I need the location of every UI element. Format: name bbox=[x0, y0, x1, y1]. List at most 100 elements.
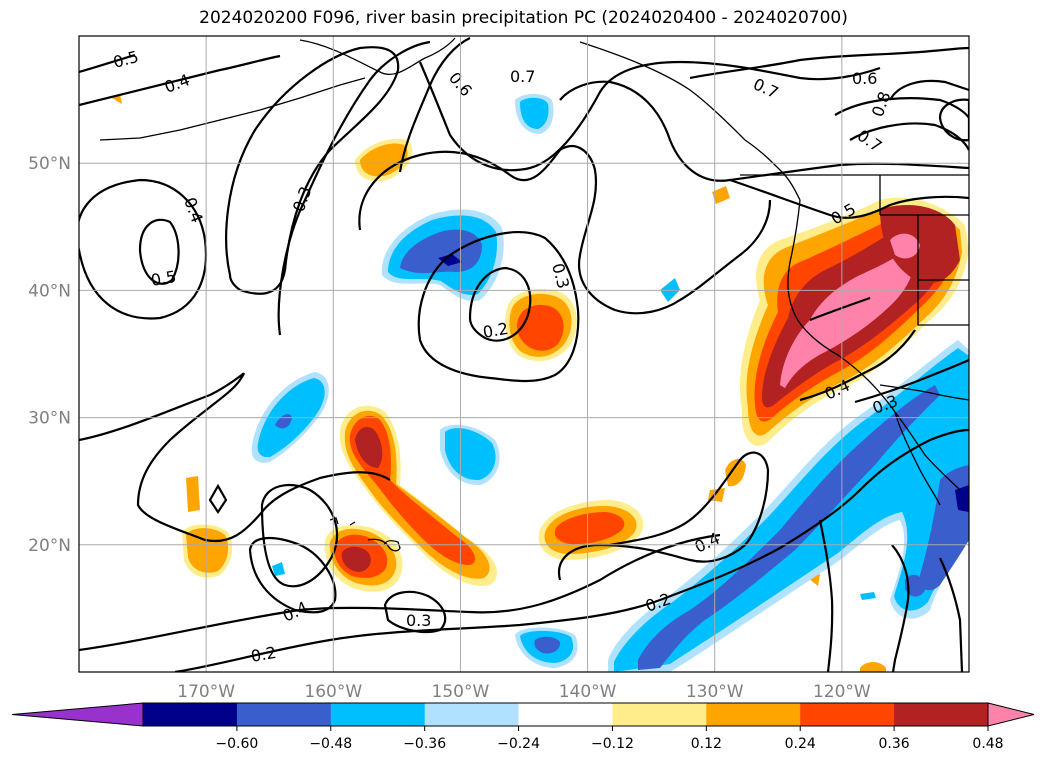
shade-c1-060 bbox=[355, 427, 383, 468]
lon-tick-label: 170°W bbox=[177, 682, 235, 702]
contour-line bbox=[818, 519, 834, 672]
shade-n1-048 bbox=[438, 254, 462, 266]
colorbar-swatch bbox=[894, 703, 989, 726]
contour-line bbox=[79, 372, 391, 543]
contour-line bbox=[260, 483, 339, 588]
lon-tick-label: 130°W bbox=[686, 682, 744, 702]
shade-se-small bbox=[860, 592, 876, 600]
contour-line bbox=[383, 590, 447, 634]
colorbar-swatch bbox=[612, 703, 707, 726]
shade-n1-036 bbox=[400, 229, 482, 274]
shade-c8 bbox=[725, 458, 746, 487]
contour-line bbox=[799, 329, 916, 402]
contour-line bbox=[79, 53, 136, 74]
lat-tick-label: 40°N bbox=[28, 281, 71, 301]
colorbar-extend-min bbox=[11, 702, 144, 727]
contour-line bbox=[417, 231, 580, 383]
shade-n3-024 bbox=[445, 428, 496, 481]
contour-label: 0.2 bbox=[481, 319, 509, 342]
shade-c7 bbox=[186, 476, 200, 512]
lon-tick-label: 160°W bbox=[304, 682, 362, 702]
alaska-coastline bbox=[299, 37, 456, 75]
colorbar-swatch bbox=[518, 703, 613, 726]
colorbar: −0.60 −0.48 −0.36 −0.24 −0.12 0.12 0.24 0.36 0.4… bbox=[11, 702, 1035, 752]
us-west-coast bbox=[787, 199, 961, 491]
contour-line bbox=[854, 358, 969, 404]
colorbar-swatch bbox=[424, 703, 520, 726]
colorbar-tick-label: 0.24 bbox=[785, 736, 816, 752]
colorbar-swatch bbox=[330, 703, 426, 726]
contour-line bbox=[248, 536, 337, 614]
colorbar-outline bbox=[142, 702, 989, 727]
precip-shading bbox=[112, 94, 969, 672]
colorbar-swatch bbox=[706, 703, 801, 726]
colorbar-tick-label: −0.12 bbox=[591, 736, 634, 752]
contour-line bbox=[689, 46, 969, 80]
shade-se-048 bbox=[955, 485, 969, 512]
contour-line bbox=[468, 266, 532, 342]
contour-line bbox=[418, 60, 881, 172]
shade-se-036c bbox=[905, 574, 925, 597]
lat-tick-label: 50°N bbox=[28, 154, 71, 174]
shade-c6-036 bbox=[186, 528, 229, 573]
contour-line bbox=[225, 46, 400, 295]
border-us-mexico bbox=[879, 384, 969, 401]
lon-tick-label: 120°W bbox=[813, 682, 871, 702]
contour-line bbox=[277, 40, 431, 336]
colorbar-tick-label: −0.24 bbox=[497, 736, 540, 752]
contour-label: 0.5 bbox=[149, 267, 177, 290]
shade-wc-ne-pink bbox=[890, 233, 920, 259]
contour-line bbox=[79, 533, 721, 652]
shade-c3-048 bbox=[554, 512, 625, 545]
contour-line bbox=[889, 79, 969, 101]
lat-tick-label: 20°N bbox=[28, 536, 71, 556]
contour-line bbox=[559, 80, 969, 182]
shade-c10 bbox=[712, 186, 730, 204]
contour-label: 0.3 bbox=[406, 611, 431, 630]
colorbar-tick-label: 0.36 bbox=[879, 736, 910, 752]
colorbar-tick-label: −0.36 bbox=[403, 736, 446, 752]
shade-wc-high bbox=[780, 250, 915, 388]
colorbar-extend-max bbox=[987, 702, 1035, 727]
lat-tick-labels: 20°N 30°N 40°N 50°N bbox=[28, 154, 71, 556]
contour-line bbox=[208, 483, 228, 514]
colorbar-swatch bbox=[800, 703, 895, 726]
colorbar-tick-label: −0.48 bbox=[309, 736, 352, 752]
lon-tick-label: 150°W bbox=[432, 682, 490, 702]
contour-lines bbox=[79, 37, 969, 672]
colorbar-swatch bbox=[236, 703, 332, 726]
map-title: 2024020200 F096, river basin precipitati… bbox=[199, 8, 848, 28]
contour-label: 0.7 bbox=[510, 67, 535, 86]
contour-line bbox=[834, 97, 969, 119]
contour-line bbox=[729, 178, 969, 219]
lon-tick-labels: 170°W 160°W 150°W 140°W 130°W 120°W bbox=[177, 682, 871, 702]
shade-n7 bbox=[272, 562, 285, 576]
shade-n4-024 bbox=[520, 97, 549, 129]
contour-line bbox=[939, 557, 964, 672]
colorbar-tick-label: 0.48 bbox=[972, 736, 1003, 752]
contour-line bbox=[891, 544, 910, 672]
colorbar-tick-label: 0.12 bbox=[691, 736, 722, 752]
shade-c5-036 bbox=[360, 143, 408, 177]
baja-california bbox=[894, 411, 941, 506]
shade-se-036 bbox=[638, 385, 940, 670]
contour-line bbox=[849, 122, 969, 151]
shade-n5-036 bbox=[534, 636, 561, 654]
contour-line bbox=[138, 218, 180, 285]
contour-label: 0.2 bbox=[249, 643, 277, 666]
contour-line bbox=[358, 145, 772, 315]
lat-tick-label: 30°N bbox=[28, 409, 71, 429]
shade-c11 bbox=[860, 662, 886, 672]
shade-wc-ne bbox=[880, 205, 960, 284]
shade-c13 bbox=[112, 94, 122, 104]
shade-c2-060 bbox=[341, 546, 371, 572]
lon-tick-label: 140°W bbox=[559, 682, 617, 702]
contour-label: 0.6 bbox=[852, 69, 877, 88]
contour-line bbox=[938, 98, 969, 142]
contour-line bbox=[809, 296, 871, 322]
contour-line bbox=[174, 428, 969, 672]
bc-coastline bbox=[579, 41, 801, 201]
state-borders bbox=[879, 175, 969, 326]
colorbar-tick-label: −0.60 bbox=[215, 736, 258, 752]
colorbar-swatch bbox=[143, 703, 238, 726]
